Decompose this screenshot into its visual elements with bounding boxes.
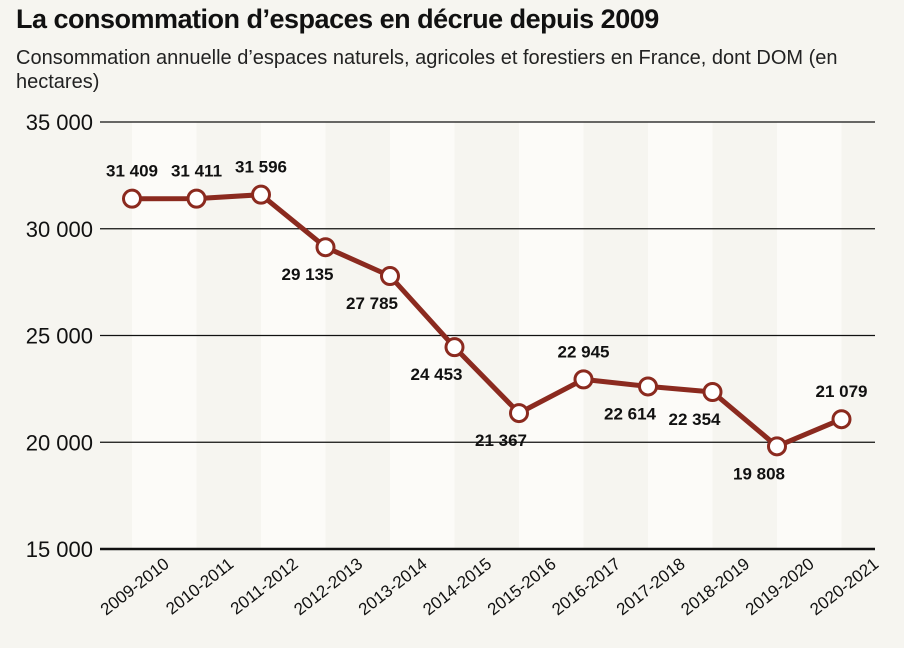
data-label: 31 411 [171, 162, 222, 181]
data-markers [122, 184, 852, 457]
y-tick-label: 20 000 [26, 430, 93, 455]
data-labels: 31 409 31 411 31 596 29 135 27 785 24 453 21 3… [106, 158, 868, 484]
x-tick-label: 2012-2013 [290, 554, 366, 619]
chart-title: La consommation d’espaces en décrue depu… [16, 4, 659, 34]
data-point [380, 266, 400, 287]
data-point [186, 188, 207, 209]
gridlines [100, 121, 875, 551]
data-label: 21 079 [816, 382, 868, 401]
y-tick-label: 15 000 [26, 537, 93, 562]
x-tick-label: 2010-2011 [162, 554, 237, 618]
data-point [573, 369, 594, 390]
data-point [767, 436, 787, 457]
y-tick-label: 25 000 [26, 324, 93, 349]
data-point [315, 237, 336, 258]
data-label: 27 785 [346, 294, 398, 313]
x-axis-ticks: 2009-20102010-20112011-20122012-20132013… [97, 554, 882, 619]
x-tick-label: 2020-2021 [806, 554, 882, 619]
data-label: 19 808 [733, 464, 785, 483]
chart-subtitle: Consommation annuelle d’espaces naturels… [16, 47, 838, 93]
data-label: 31 596 [235, 158, 287, 177]
data-point [509, 403, 529, 424]
y-tick-label: 35 000 [26, 110, 93, 135]
data-label: 22 945 [558, 342, 610, 361]
x-tick-label: 2017-2018 [613, 554, 689, 619]
data-point [831, 409, 852, 430]
data-point [251, 184, 271, 205]
x-tick-label: 2018-2019 [677, 554, 753, 619]
data-label: 22 354 [669, 410, 722, 429]
x-tick-label: 2016-2017 [548, 554, 624, 619]
x-tick-label: 2013-2014 [355, 554, 431, 619]
data-label: 29 135 [282, 265, 334, 284]
x-tick-label: 2014-2015 [419, 554, 495, 619]
x-tick-label: 2009-2010 [97, 554, 173, 619]
x-tick-label: 2011-2012 [227, 554, 302, 618]
data-point [638, 376, 658, 397]
series-line [129, 192, 844, 449]
y-axis-ticks: 15 000 20 000 25 000 30 000 35 000 [26, 110, 93, 562]
data-point [702, 381, 723, 402]
data-point [122, 188, 142, 209]
data-label: 31 409 [106, 162, 158, 181]
data-label: 21 367 [475, 431, 527, 450]
data-label: 22 614 [604, 404, 657, 423]
data-point [444, 337, 465, 358]
x-tick-label: 2019-2020 [742, 554, 818, 619]
x-tick-label: 2015-2016 [484, 554, 560, 619]
data-label: 24 453 [411, 365, 463, 384]
y-tick-label: 30 000 [26, 217, 93, 242]
